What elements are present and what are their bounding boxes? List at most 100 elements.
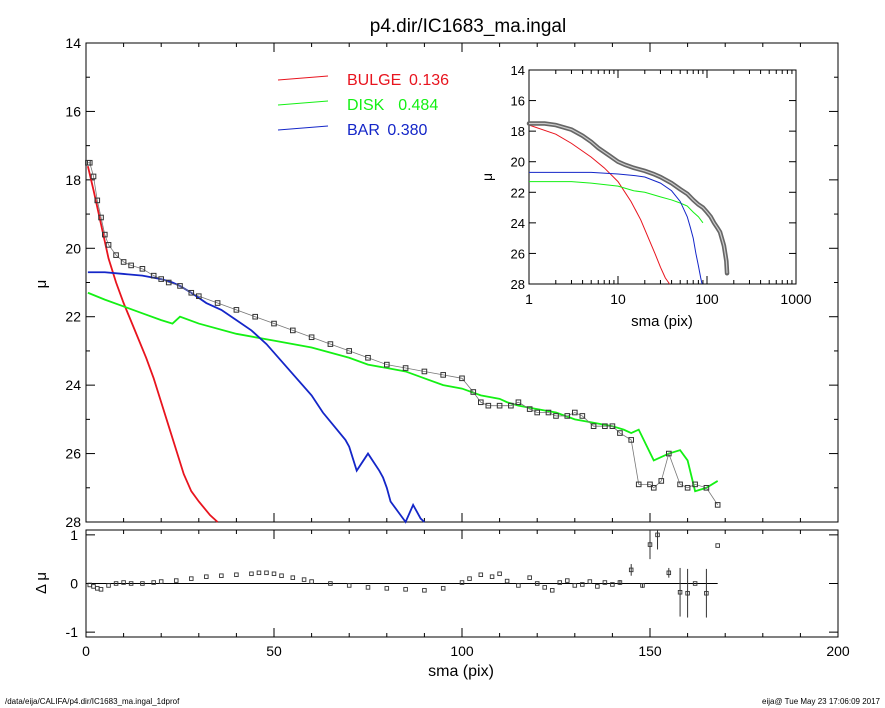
residual-point <box>565 578 570 583</box>
observed-point <box>617 430 623 436</box>
residual-point <box>173 578 179 583</box>
legend-label-bulge: BULGE <box>347 72 401 89</box>
observed-point <box>545 409 552 416</box>
inset-xtick-label: 10 <box>610 291 626 307</box>
observed-point <box>188 289 195 296</box>
residual-point <box>628 567 634 573</box>
main-ytick-label: 24 <box>65 377 81 393</box>
residual-point <box>264 570 269 576</box>
residual-point <box>403 587 408 592</box>
observed-point <box>365 354 371 361</box>
observed-point <box>290 327 296 334</box>
observed-point <box>128 262 134 269</box>
observed-point <box>692 481 698 488</box>
observed-point <box>252 313 258 320</box>
inset-axes-ticks: 14 16 18 20 22 24 26 281 10 100 1000 <box>511 63 812 307</box>
observed-point <box>534 409 541 416</box>
residual-point <box>459 580 465 585</box>
observed-point <box>308 334 315 341</box>
legend-value-disk: 0.484 <box>398 97 438 114</box>
residual-point <box>113 581 119 586</box>
residual-point <box>91 584 96 589</box>
main-axes-ticks: 14 16 18 20 22 24 26 28 <box>65 35 839 530</box>
residual-point <box>655 532 660 538</box>
observed-point <box>384 361 390 368</box>
legend-line-bar <box>277 125 329 131</box>
residual-xtick-label: 0 <box>82 643 90 659</box>
observed-point <box>113 252 119 258</box>
residual-point <box>595 584 600 589</box>
residual-ytick-label: -1 <box>66 624 79 640</box>
observed-point <box>459 375 465 382</box>
observed-point <box>526 406 533 412</box>
observed-point <box>564 413 571 419</box>
residual-point <box>640 583 645 588</box>
inset-xtick-label: 100 <box>695 291 719 307</box>
observed-point <box>635 481 642 488</box>
observed-point <box>572 409 578 416</box>
inset-xtick-label: 1 <box>525 291 533 307</box>
residual-point <box>580 582 585 587</box>
residual-point <box>489 574 495 579</box>
main-series-group <box>85 159 721 524</box>
observed-point <box>158 276 164 282</box>
observed-point <box>703 484 710 491</box>
inset-ytick-label: 26 <box>511 246 525 261</box>
observed-point <box>165 279 172 286</box>
observed-point <box>98 214 104 221</box>
main-ytick-label: 26 <box>65 446 81 462</box>
residual-frame <box>85 529 839 638</box>
observed-point <box>666 450 672 457</box>
observed-point <box>440 372 446 378</box>
observed-point <box>402 365 409 371</box>
inset-ytick-label: 16 <box>511 94 525 109</box>
residual-point <box>151 580 156 585</box>
observed-point <box>590 423 597 429</box>
footer-stamp: eija@ Tue May 23 17:06:09 2017 <box>762 697 881 706</box>
inset-ytick-label: 24 <box>511 216 525 231</box>
residual-point <box>497 571 502 577</box>
observed-point <box>90 173 97 180</box>
observed-point <box>478 399 484 406</box>
observed-point <box>233 307 240 313</box>
footer-path: /data/eija/CALIFA/p4.dir/IC1683_ma.ingal… <box>5 697 180 706</box>
inset-xtick-label: 1000 <box>780 291 811 307</box>
residual-point <box>128 581 134 586</box>
residual-point <box>440 586 446 591</box>
observed-point <box>485 402 492 409</box>
inset-ytick-label: 14 <box>511 63 525 78</box>
residual-point <box>256 570 262 576</box>
legend-value-bulge: 0.136 <box>409 72 449 89</box>
main-ytick-label: 16 <box>65 103 81 119</box>
observed-point <box>105 242 112 248</box>
residual-point <box>704 590 709 596</box>
main-y-axis-label: μ <box>33 280 50 289</box>
residual-point <box>365 585 371 590</box>
residual-point <box>527 575 532 580</box>
residual-point <box>557 580 563 585</box>
inset-series-bar <box>529 171 703 285</box>
residual-point <box>140 581 145 586</box>
residual-point <box>617 580 623 585</box>
inset-ytick-label: 28 <box>511 277 525 292</box>
observed-point <box>102 231 108 238</box>
residual-point <box>467 576 472 581</box>
inset-x-axis-label: sma (pix) <box>631 313 693 330</box>
main-panel: 14 16 18 20 22 24 26 28 μ BULGE 0.136 DISK 0.484 BA… <box>33 35 839 530</box>
residual-point <box>549 588 555 593</box>
residual-point <box>478 572 484 577</box>
observed-point <box>94 197 101 204</box>
residual-point <box>692 581 698 586</box>
inset-frame <box>528 69 797 285</box>
residual-xtick-label: 100 <box>450 643 474 659</box>
residual-point <box>158 579 164 584</box>
residual-point <box>647 542 653 547</box>
observed-point <box>650 484 657 491</box>
observed-point <box>628 437 635 443</box>
observed-point <box>684 484 691 491</box>
residual-point <box>516 583 521 588</box>
residual-point <box>677 590 683 595</box>
observed-point <box>714 502 721 508</box>
